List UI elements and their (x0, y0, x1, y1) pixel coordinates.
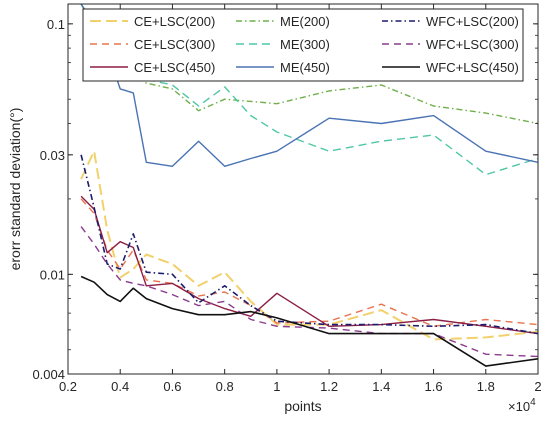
x-tick-label: 1.8 (477, 379, 495, 394)
series-line-1 (80, 150, 538, 341)
x-tick-label: 1.6 (425, 379, 443, 394)
x-axis: 0.2 0.4 0.6 0.8 1 1.2 1.4 1.6 1.8 2 (59, 4, 542, 394)
legend-label-2: CE+LSC(300) (134, 37, 215, 52)
x-multiplier-exponent: 4 (530, 397, 536, 408)
x-tick-label: 1 (273, 379, 280, 394)
x-tick-label: 0.4 (111, 379, 129, 394)
legend-label-4: ME(200) (280, 14, 330, 29)
y-tick-label: 0.01 (40, 267, 65, 282)
x-tick-label: 0.8 (216, 379, 234, 394)
legend-label-9: WFC+LSC(450) (426, 60, 519, 75)
series-layer (80, 4, 538, 367)
legend-label-7: WFC+LSC(200) (426, 14, 519, 29)
legend-label-8: WFC+LSC(300) (426, 37, 519, 52)
x-tick-label: 1.4 (372, 379, 390, 394)
x-multiplier: ×104 (508, 397, 536, 414)
series-line-4 (80, 4, 538, 125)
y-tick-label: 0.1 (47, 17, 65, 32)
legend-label-5: ME(300) (280, 37, 330, 52)
plot-frame (67, 3, 539, 375)
y-tick-label: 0.03 (40, 148, 65, 163)
x-tick-label: 0.6 (163, 379, 181, 394)
x-axis-label: points (284, 398, 321, 414)
y-axis-label: erorr standard deviation(°) (7, 108, 23, 271)
x-multiplier-base: ×10 (508, 399, 530, 414)
legend-label-3: CE+LSC(450) (134, 60, 215, 75)
x-tick-label: 0.2 (59, 379, 77, 394)
y-tick-label: 0.004 (32, 367, 65, 382)
series-line-9 (80, 275, 538, 367)
legend: CE+LSC(200) CE+LSC(300) CE+LSC(450) ME(200)… (82, 8, 524, 82)
x-tick-label: 2 (534, 379, 541, 394)
x-tick-label: 1.2 (320, 379, 338, 394)
series-line-7 (80, 154, 538, 335)
legend-label-6: ME(450) (280, 60, 330, 75)
y-axis: 0.004 0.01 0.03 0.1 (32, 17, 538, 382)
legend-label-1: CE+LSC(200) (134, 14, 215, 29)
legend-box (82, 8, 524, 82)
